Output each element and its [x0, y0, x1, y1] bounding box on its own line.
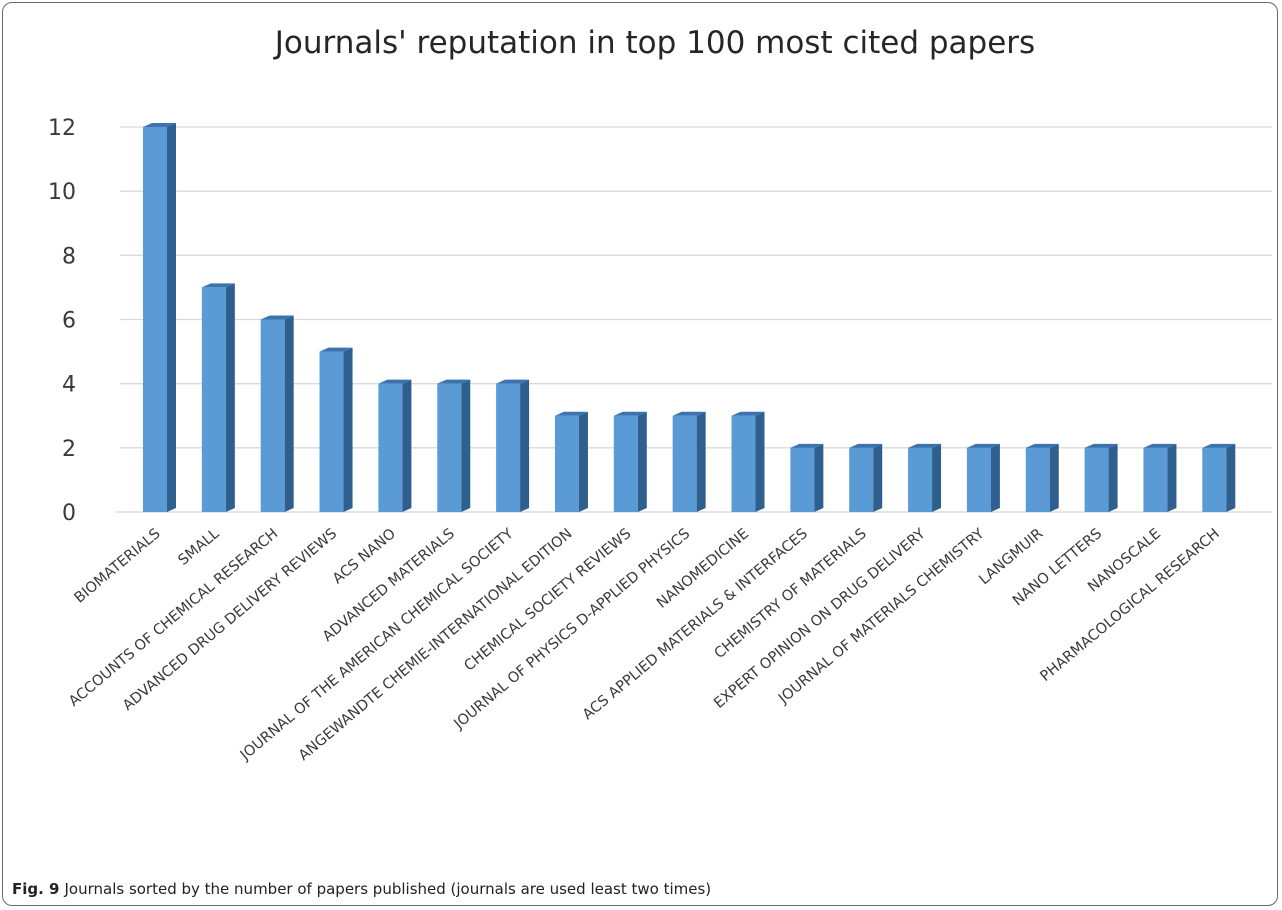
bar [437, 379, 471, 512]
x-tick-label: SMALL [176, 526, 223, 569]
y-tick-label: 4 [62, 373, 76, 398]
bar [1025, 443, 1059, 512]
bar [1084, 443, 1118, 512]
bar [731, 411, 765, 512]
x-tick-label: BIOMATERIALS [72, 526, 164, 607]
bar [143, 123, 176, 512]
bar [613, 411, 647, 512]
caption-label: Fig. 9 [12, 880, 60, 898]
caption-text: Journals sorted by the number of papers … [64, 880, 712, 898]
x-tick-label: JOURNAL OF THE AMERICAN CHEMICAL SOCIETY [237, 526, 517, 764]
y-tick-label: 12 [48, 116, 76, 141]
bar-chart: Journals' reputation in top 100 most cit… [48, 25, 1272, 764]
bar [496, 379, 530, 512]
bar [554, 411, 588, 512]
x-tick-label: ADVANCED DRUG DELIVERY REVIEWS [120, 526, 340, 714]
x-tick-label: EXPERT OPINION ON DRUG DELIVERY [711, 526, 928, 712]
y-axis-ticks: 0 2 4 6 8 10 12 [48, 116, 76, 526]
bar [319, 347, 353, 512]
bar [966, 443, 1000, 512]
figure-caption: Fig. 9 Journals sorted by the number of p… [12, 880, 711, 898]
bar [378, 379, 412, 512]
x-tick-label: ACCOUNTS OF CHEMICAL RESEARCH [66, 526, 281, 710]
bar [672, 411, 706, 512]
bar [1143, 443, 1177, 512]
bar [849, 443, 883, 512]
y-tick-label: 0 [62, 501, 76, 526]
chart-title: Journals' reputation in top 100 most cit… [273, 25, 1035, 61]
bar [260, 315, 294, 512]
y-tick-label: 6 [62, 309, 76, 334]
bar [790, 443, 824, 512]
y-tick-label: 10 [48, 180, 76, 205]
y-tick-label: 8 [62, 244, 76, 269]
bars [143, 123, 1236, 512]
bar [201, 283, 235, 512]
bar [908, 443, 942, 512]
y-tick-label: 2 [62, 437, 76, 462]
bar [1202, 443, 1236, 512]
x-tick-label: ANGEWANDTE CHEMIE-INTERNATIONAL EDITION [296, 526, 576, 764]
x-tick-label: JOURNAL OF MATERIALS CHEMISTRY [775, 526, 987, 708]
